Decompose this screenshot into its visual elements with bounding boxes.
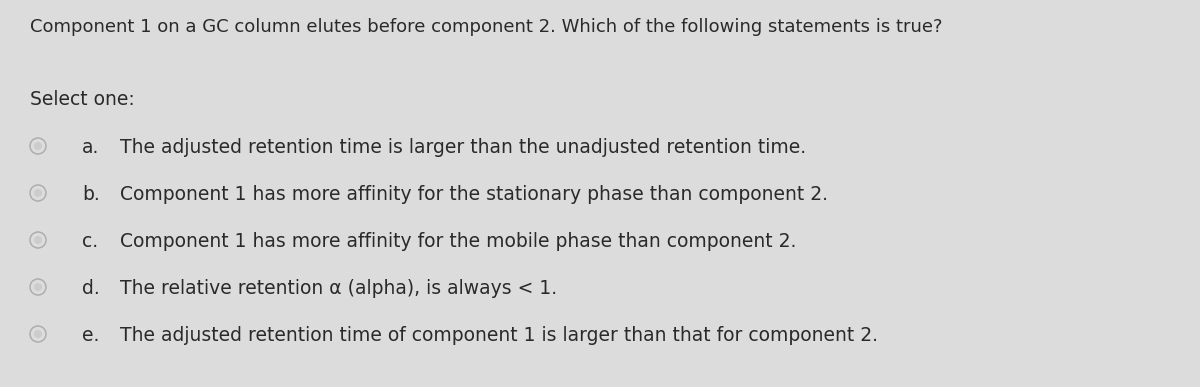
Text: c.: c. (82, 232, 98, 251)
Circle shape (34, 283, 42, 291)
Text: b.: b. (82, 185, 100, 204)
Text: The adjusted retention time of component 1 is larger than that for component 2.: The adjusted retention time of component… (120, 326, 878, 345)
Text: The relative retention α (alpha), is always < 1.: The relative retention α (alpha), is alw… (120, 279, 557, 298)
Text: Component 1 on a GC column elutes before component 2. Which of the following sta: Component 1 on a GC column elutes before… (30, 18, 942, 36)
Text: e.: e. (82, 326, 100, 345)
Circle shape (34, 142, 42, 150)
Text: Component 1 has more affinity for the stationary phase than component 2.: Component 1 has more affinity for the st… (120, 185, 828, 204)
Text: Select one:: Select one: (30, 90, 134, 109)
Text: The adjusted retention time is larger than the unadjusted retention time.: The adjusted retention time is larger th… (120, 138, 806, 157)
Text: a.: a. (82, 138, 100, 157)
Text: d.: d. (82, 279, 100, 298)
Circle shape (34, 189, 42, 197)
Circle shape (34, 236, 42, 244)
Text: Component 1 has more affinity for the mobile phase than component 2.: Component 1 has more affinity for the mo… (120, 232, 797, 251)
Circle shape (34, 330, 42, 338)
